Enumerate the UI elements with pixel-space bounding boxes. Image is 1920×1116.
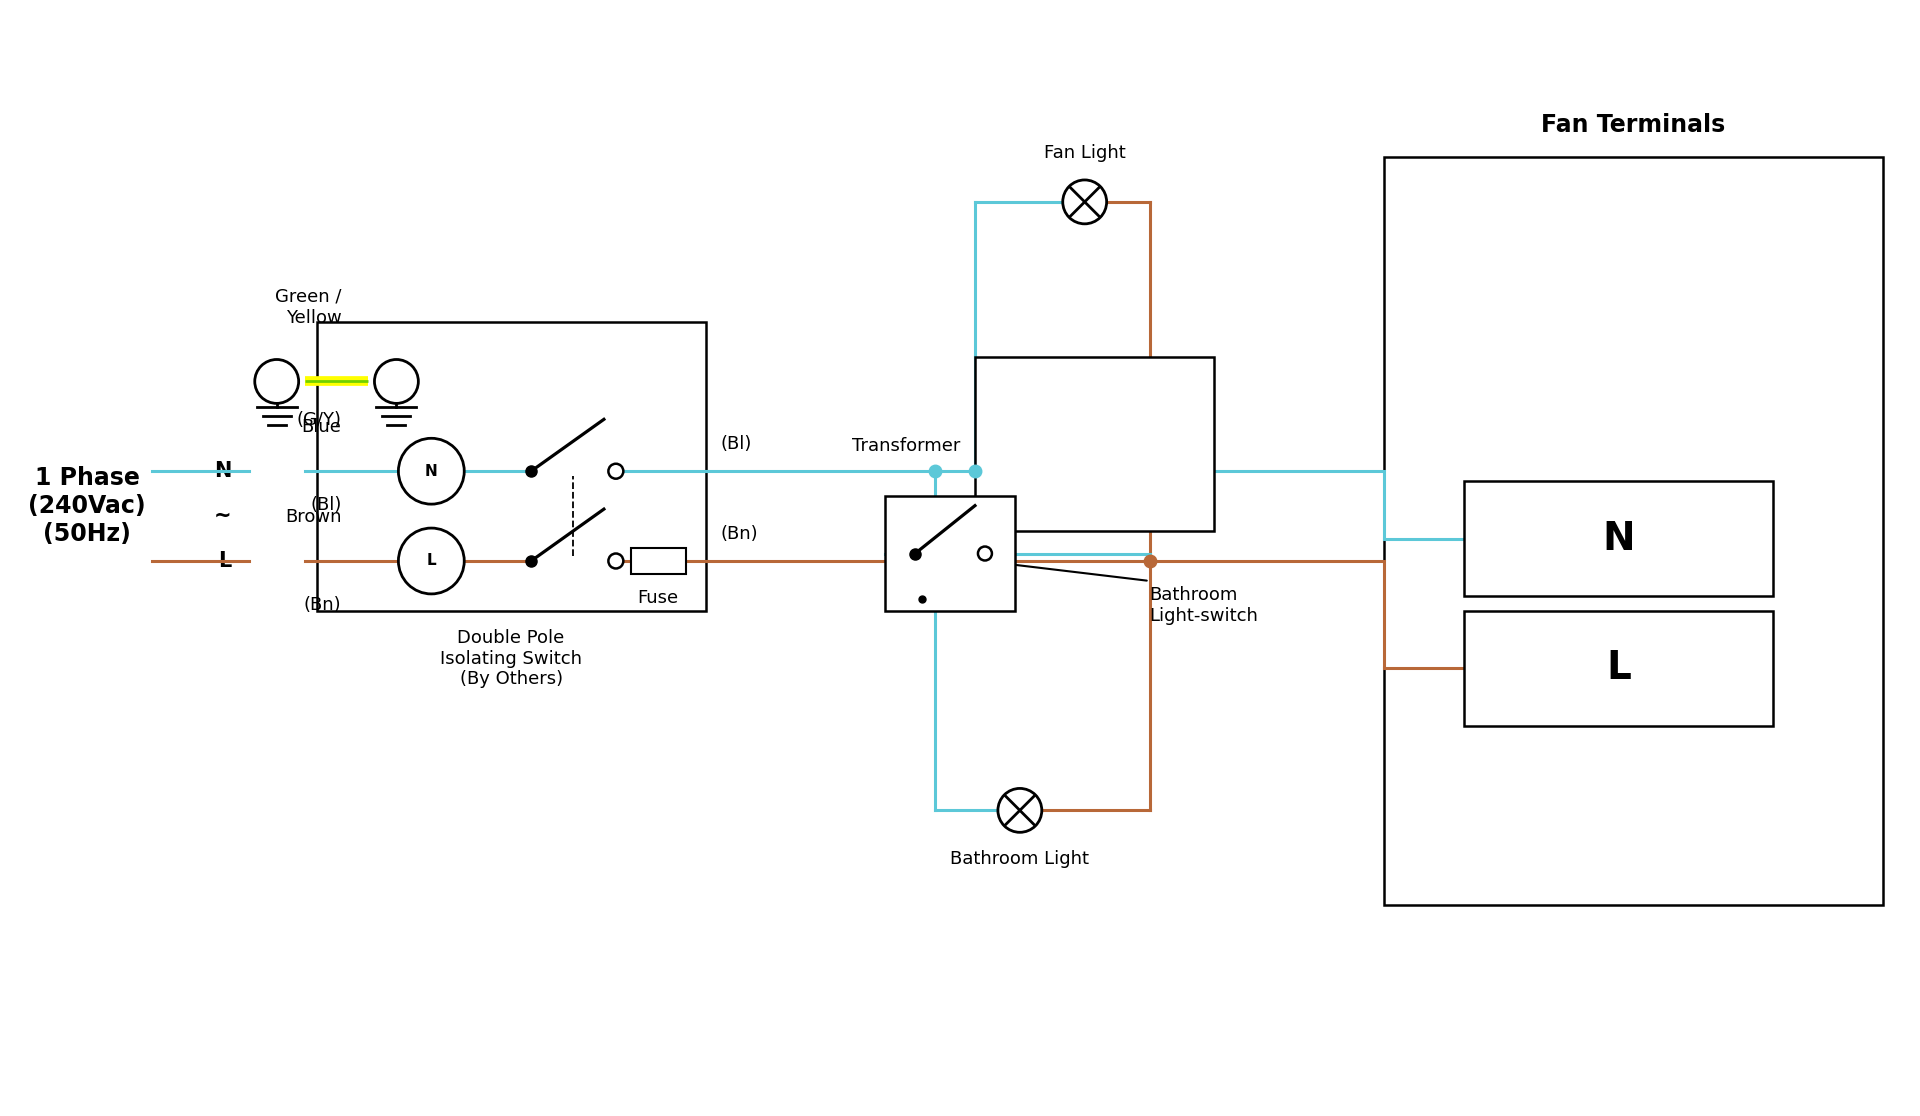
Text: ~: ~ (215, 506, 232, 526)
Text: Bathroom Light: Bathroom Light (950, 850, 1089, 868)
Bar (632, 548, 685, 574)
Circle shape (998, 788, 1043, 833)
Text: Brown: Brown (284, 508, 342, 526)
Bar (975, 356, 1213, 531)
Bar (885, 497, 1016, 610)
Text: N: N (424, 464, 438, 479)
Text: L: L (426, 554, 436, 568)
Circle shape (609, 464, 624, 479)
Text: Fan Terminals: Fan Terminals (1542, 113, 1726, 137)
Text: Fuse: Fuse (637, 589, 680, 607)
Text: (Bn): (Bn) (720, 525, 758, 543)
Text: L: L (219, 551, 232, 571)
Text: 1 Phase
(240Vac)
(50Hz): 1 Phase (240Vac) (50Hz) (29, 466, 146, 546)
Text: Fan Light: Fan Light (1044, 144, 1125, 162)
Circle shape (399, 528, 465, 594)
Text: Blue: Blue (301, 418, 342, 436)
Text: Bathroom
Light-switch: Bathroom Light-switch (1150, 586, 1258, 625)
Bar (1384, 157, 1884, 905)
Text: (Bl): (Bl) (720, 435, 753, 453)
Circle shape (374, 359, 419, 403)
Bar (1463, 610, 1772, 725)
Circle shape (1064, 180, 1106, 224)
Text: L: L (1605, 650, 1630, 687)
Circle shape (977, 547, 993, 560)
Circle shape (609, 554, 624, 568)
Text: (G/Y): (G/Y) (296, 412, 342, 430)
Text: (Bn): (Bn) (303, 596, 342, 614)
Bar (1463, 481, 1772, 596)
Text: N: N (215, 461, 232, 481)
Text: (Bl): (Bl) (311, 497, 342, 514)
Text: N: N (1601, 520, 1634, 558)
Bar (317, 321, 707, 610)
Text: Double Pole
Isolating Switch
(By Others): Double Pole Isolating Switch (By Others) (440, 628, 582, 689)
Text: Green /
Yellow: Green / Yellow (275, 288, 342, 327)
Circle shape (255, 359, 300, 403)
Text: Transformer: Transformer (852, 437, 960, 455)
Circle shape (399, 439, 465, 504)
